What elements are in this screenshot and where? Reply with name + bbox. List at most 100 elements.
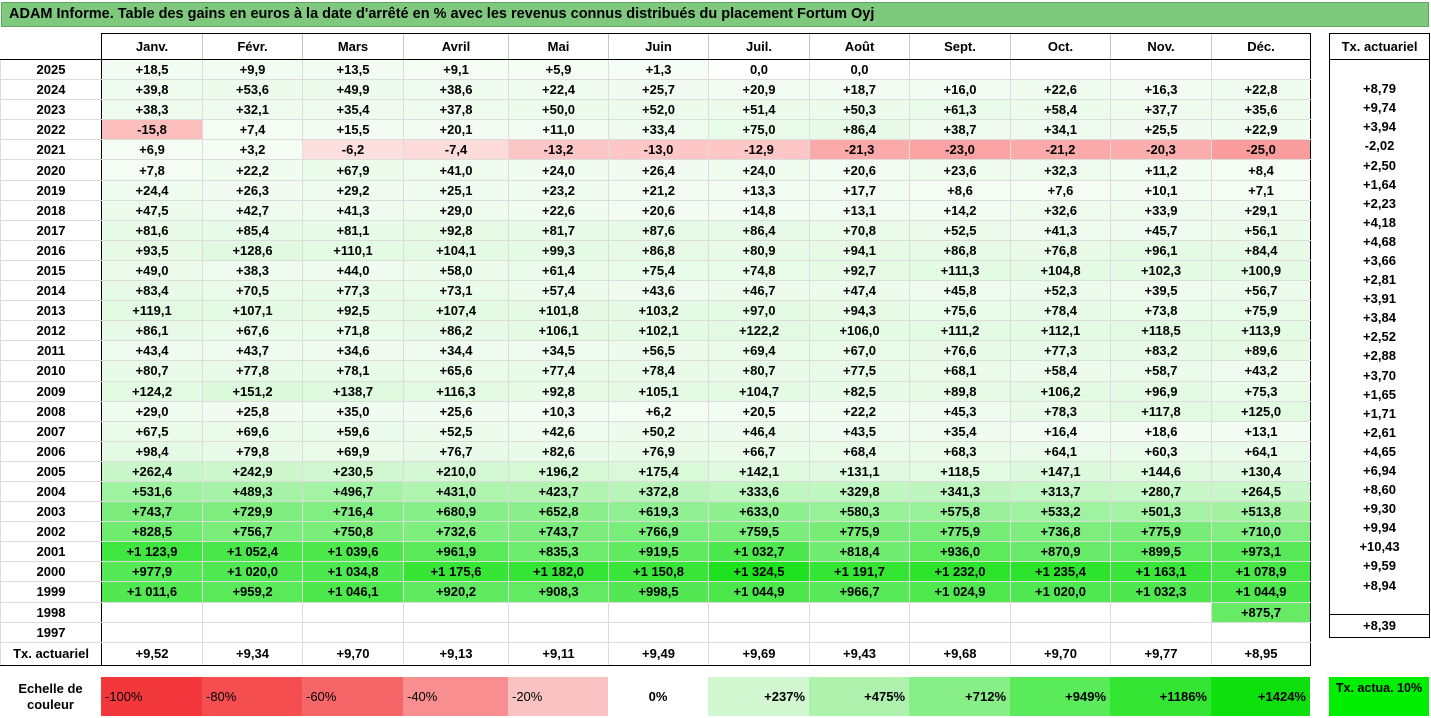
- gain-cell: +899,5: [1110, 541, 1212, 563]
- gain-cell: +38,7: [909, 119, 1011, 141]
- gain-cell: +196,2: [508, 461, 609, 482]
- gain-cell: +52,5: [909, 220, 1011, 241]
- table-row: 2022 -15,8 +7,4 +15,5 +20,1 +11,0 +33,4 +75,0 +8…: [0, 119, 1311, 141]
- tx-cell: +2,81: [1329, 270, 1430, 290]
- gain-cell: +45,8: [909, 280, 1011, 302]
- gain-cell: +38,3: [101, 99, 203, 121]
- gain-cell: +104,7: [708, 381, 810, 402]
- gain-cell: +18,5: [101, 59, 203, 81]
- gain-cell: +111,3: [909, 260, 1011, 282]
- gains-table: Janv. Févr. Mars Avril Mai Juin Juil. Ao…: [0, 33, 1311, 666]
- year-cell: 2021: [0, 139, 102, 161]
- gain-cell: +619,3: [608, 501, 709, 523]
- gain-cell: +280,7: [1110, 481, 1212, 503]
- gain-cell: +47,4: [809, 280, 910, 302]
- gain-cell: +875,7: [1211, 602, 1311, 623]
- month-header: Mai: [508, 33, 609, 60]
- month-header: Avril: [403, 33, 509, 60]
- table-row: 1998 +875,7: [0, 602, 1311, 623]
- gain-cell: +9,1: [403, 59, 509, 81]
- gain-cell: +25,1: [403, 180, 509, 201]
- gain-cell: +680,9: [403, 501, 509, 523]
- table-row: 2005 +262,4 +242,9 +230,5 +210,0 +196,2 +175,4…: [0, 461, 1311, 482]
- gain-cell: +73,8: [1110, 300, 1212, 322]
- gain-cell: +652,8: [508, 501, 609, 523]
- footer-cell: +9,13: [403, 641, 509, 666]
- gain-cell: +750,8: [302, 521, 404, 543]
- gain-cell: +49,9: [302, 79, 404, 101]
- tx-cell: +4,68: [1329, 231, 1430, 251]
- gain-cell: +710,0: [1211, 521, 1311, 543]
- gain-cell: +25,5: [1110, 119, 1212, 141]
- tx-cell: +8,79: [1329, 79, 1430, 99]
- gain-cell: +92,8: [403, 220, 509, 241]
- gain-cell: +110,1: [302, 240, 404, 261]
- gain-cell: +1 175,6: [403, 561, 509, 583]
- gain-cell: +1 032,3: [1110, 581, 1212, 603]
- gain-cell: +111,2: [909, 320, 1011, 342]
- footer-cell: +8,95: [1211, 641, 1311, 666]
- table-row: 2012 +86,1 +67,6 +71,8 +86,2 +106,1 +102,1 +122…: [0, 320, 1311, 342]
- gain-cell: +264,5: [1211, 481, 1311, 503]
- gain-cell: +59,6: [302, 421, 404, 442]
- gain-cell: [508, 602, 609, 623]
- gain-cell: +50,0: [508, 99, 609, 121]
- gain-cell: +38,3: [202, 260, 303, 282]
- gain-cell: +125,0: [1211, 401, 1311, 422]
- gain-cell: +70,8: [809, 220, 910, 241]
- gain-cell: +736,8: [1010, 521, 1111, 543]
- gain-cell: +43,5: [809, 421, 910, 442]
- table-row: 2002 +828,5 +756,7 +750,8 +732,6 +743,7 +766,9…: [0, 521, 1311, 543]
- tx-cell: +8,60: [1329, 480, 1430, 500]
- year-cell: 2008: [0, 401, 102, 422]
- table-row: 2009 +124,2 +151,2 +138,7 +116,3 +92,8 +105,1 +…: [0, 381, 1311, 402]
- year-cell: 2012: [0, 320, 102, 342]
- gain-cell: +919,5: [608, 541, 709, 563]
- gain-cell: [302, 622, 404, 643]
- gain-cell: +93,5: [101, 240, 203, 261]
- gain-cell: +118,5: [1110, 320, 1212, 342]
- gain-cell: +105,1: [608, 381, 709, 402]
- gain-cell: +22,6: [1010, 79, 1111, 101]
- gain-cell: [202, 622, 303, 643]
- gain-cell: +828,5: [101, 521, 203, 543]
- scale-swatch: -100%: [101, 677, 202, 716]
- table-row: 2008 +29,0 +25,8 +35,0 +25,6 +10,3 +6,2 +20,5 +2…: [0, 401, 1311, 422]
- gain-cell: +81,7: [508, 220, 609, 241]
- gain-cell: +1 046,1: [302, 581, 404, 603]
- gain-cell: +52,5: [403, 421, 509, 442]
- scale-swatch: +949%: [1010, 677, 1110, 716]
- gain-cell: +1 052,4: [202, 541, 303, 563]
- tx-cell: +1,71: [1329, 403, 1430, 423]
- gain-cell: +39,8: [101, 79, 203, 101]
- gain-cell: +1 123,9: [101, 541, 203, 563]
- gain-cell: +11,2: [1110, 159, 1212, 181]
- gain-cell: [708, 602, 810, 623]
- gain-cell: [508, 622, 609, 643]
- gain-cell: +92,8: [508, 381, 609, 402]
- tx-cell: +2,23: [1329, 193, 1430, 213]
- gain-cell: +41,3: [1010, 220, 1111, 241]
- gain-cell: +13,1: [809, 200, 910, 221]
- gain-cell: +100,9: [1211, 260, 1311, 282]
- gain-cell: +1 324,5: [708, 561, 810, 583]
- gain-cell: [608, 622, 709, 643]
- gain-cell: [608, 602, 709, 623]
- year-cell: 2025: [0, 59, 102, 81]
- footer-cell: +9,43: [809, 641, 910, 666]
- gain-cell: +83,2: [1110, 340, 1212, 362]
- footer-cell: +9,11: [508, 641, 609, 666]
- gain-cell: +22,2: [809, 401, 910, 422]
- scale-swatch: -40%: [403, 677, 508, 716]
- gain-cell: +58,4: [1010, 99, 1111, 121]
- gain-cell: +116,3: [403, 381, 509, 402]
- gain-cell: +38,6: [403, 79, 509, 101]
- gain-cell: +117,8: [1110, 401, 1212, 422]
- gain-cell: +32,1: [202, 99, 303, 121]
- gain-cell: +53,6: [202, 79, 303, 101]
- gain-cell: +58,4: [1010, 360, 1111, 382]
- gain-cell: +372,8: [608, 481, 709, 503]
- gain-cell: +920,2: [403, 581, 509, 603]
- gain-cell: +633,0: [708, 501, 810, 523]
- gain-cell: +26,3: [202, 180, 303, 201]
